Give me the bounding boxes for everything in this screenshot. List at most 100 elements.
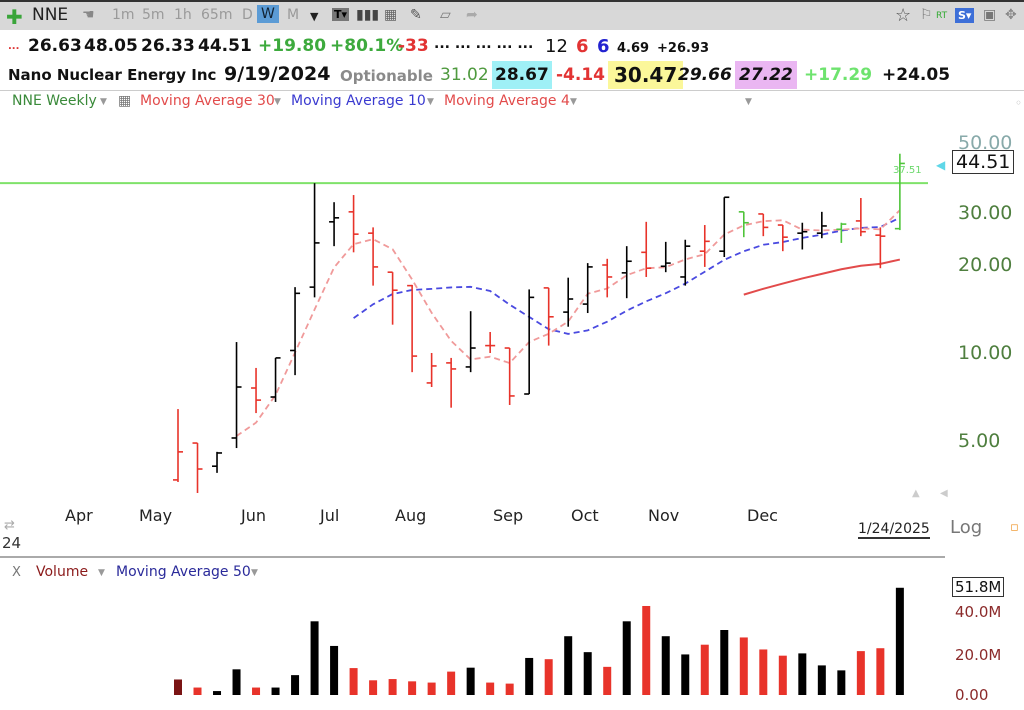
x-tick: Jun (241, 506, 266, 525)
price-bar (251, 367, 262, 414)
chart-toolbar: ✚ NNE ☚ 1m 5m 1h 65m D W M ▼ T▾ ▮▮▮ ▦ ✎ … (0, 0, 1024, 30)
volume-bar (876, 648, 885, 695)
volume-bar (739, 637, 748, 695)
volume-tick: 20.0M (955, 646, 1002, 664)
scroll-arrows-icon[interactable]: ⇄ (4, 518, 15, 533)
volume-bar (486, 682, 495, 695)
info-row: Nano Nuclear Energy Inc 9/19/2024 Option… (0, 61, 1024, 91)
price-tick: 5.00 (958, 430, 1001, 452)
volume-bar (525, 657, 534, 695)
value-v5: 29.66 (678, 65, 732, 85)
close-pane-button[interactable]: X (12, 565, 21, 580)
legend-volume[interactable]: Volume (36, 564, 89, 580)
value-v6: 27.22 (735, 61, 797, 89)
volume-bar (252, 687, 261, 695)
close-value: 44.51 (198, 36, 252, 56)
volume-bar (427, 682, 436, 695)
chevron-down-icon[interactable]: ▼ (98, 568, 105, 578)
value-v7: +17.29 (804, 65, 873, 85)
volume-bar (505, 683, 514, 695)
interval-5m[interactable]: 5m (142, 7, 165, 23)
log-toggle[interactable]: Log (950, 517, 983, 538)
legend-vol-ma[interactable]: Moving Average 50 (116, 564, 251, 580)
volume-bar (759, 649, 768, 695)
legend-ma4[interactable]: Moving Average 4 (444, 93, 570, 109)
chevron-down-icon[interactable]: ▼ (310, 10, 319, 23)
price-bar (719, 196, 730, 258)
star-icon[interactable]: ☆ (895, 5, 912, 26)
info-date: 9/19/2024 (224, 63, 331, 85)
zoom-triangle-icon[interactable]: ▲ (912, 488, 920, 499)
volume-bar (388, 679, 397, 695)
price-marker-icon: ◀ (936, 158, 946, 172)
price-bar (894, 153, 905, 231)
grid-add-icon[interactable]: ▦ (384, 7, 398, 23)
volume-bar (603, 666, 612, 695)
plus-icon[interactable]: ✚ (6, 5, 23, 29)
pencil-icon[interactable]: ✎ (410, 7, 422, 23)
price-bar (368, 227, 379, 286)
volume-bar (369, 680, 378, 695)
s-menu-button[interactable]: S▾ (955, 8, 975, 23)
change-value: +19.80 (258, 36, 327, 56)
note-icon[interactable]: ▱ (440, 7, 451, 23)
volume-bar (856, 651, 865, 695)
price-bar (641, 221, 652, 277)
price-bar (836, 222, 847, 243)
interval-m[interactable]: M (287, 7, 300, 23)
symbol-field[interactable]: NNE (32, 5, 69, 25)
price-bar (524, 289, 535, 395)
company-name: Nano Nuclear Energy Inc (8, 66, 217, 84)
volume-bar (817, 665, 826, 695)
scroll-handle[interactable]: ◦ (1015, 96, 1023, 110)
move-icon[interactable]: ✥ (1005, 7, 1017, 23)
volume-bar (798, 653, 807, 695)
price-bar (699, 225, 710, 267)
chevron-down-icon[interactable]: ▼ (427, 97, 434, 107)
save-icon[interactable]: ▣ (983, 7, 997, 23)
legend-weekly[interactable]: NNE Weekly (12, 93, 97, 109)
volume-bar (310, 621, 319, 695)
bars-icon[interactable]: ▮▮▮ (356, 7, 380, 23)
volume-tick: 0.00 (955, 686, 989, 704)
interval-1h[interactable]: 1h (174, 7, 192, 23)
last-price-label: 44.51 (952, 150, 1015, 174)
text-icon[interactable]: T▾ (332, 8, 350, 21)
zoom-triangle-icon[interactable]: ◀ (940, 488, 948, 499)
share-icon[interactable]: ➦ (466, 7, 478, 23)
volume-bar (349, 668, 358, 695)
chevron-down-icon[interactable]: ▼ (570, 97, 577, 107)
price-bar (231, 342, 242, 449)
hline-label: 37.51 (893, 165, 922, 176)
volume-bar (837, 670, 846, 695)
volume-bar (583, 652, 592, 695)
hand-icon[interactable]: ☚ (82, 7, 95, 23)
count-2: 6 (576, 36, 589, 57)
chevron-down-icon[interactable]: ▼ (274, 97, 281, 107)
chevron-down-icon[interactable]: ▼ (745, 97, 752, 107)
interval-65m[interactable]: 65m (201, 7, 233, 23)
volume-bar (720, 630, 729, 695)
flag-icon[interactable]: ⚐ (920, 7, 933, 23)
price-bar (212, 451, 223, 473)
optionable-label: Optionable (340, 67, 433, 85)
legend-ma30[interactable]: Moving Average 30 (140, 93, 275, 109)
interval-d[interactable]: D (242, 7, 253, 23)
interval-1m[interactable]: 1m (112, 7, 135, 23)
interval-w[interactable]: W (257, 5, 279, 23)
volume-bar (408, 681, 417, 695)
chevron-down-icon[interactable]: ▼ (100, 97, 107, 107)
chevron-down-icon[interactable]: ▼ (251, 568, 258, 578)
rt-indicator: RT (936, 11, 948, 21)
volume-bar (681, 654, 690, 695)
grid-icon[interactable]: ▦ (118, 93, 132, 109)
price-tick: 10.00 (958, 342, 1013, 364)
legend-ma10[interactable]: Moving Average 10 (291, 93, 426, 109)
settings-icon[interactable]: ▫ (1010, 520, 1019, 535)
x-tick: Sep (493, 506, 524, 525)
count-3: 6 (597, 36, 610, 57)
volume-bar (213, 691, 222, 695)
x-tick: May (139, 506, 173, 525)
chart-legend: NNE Weekly ▼ ▦ Moving Average 30 ▼ Movin… (0, 93, 1024, 115)
